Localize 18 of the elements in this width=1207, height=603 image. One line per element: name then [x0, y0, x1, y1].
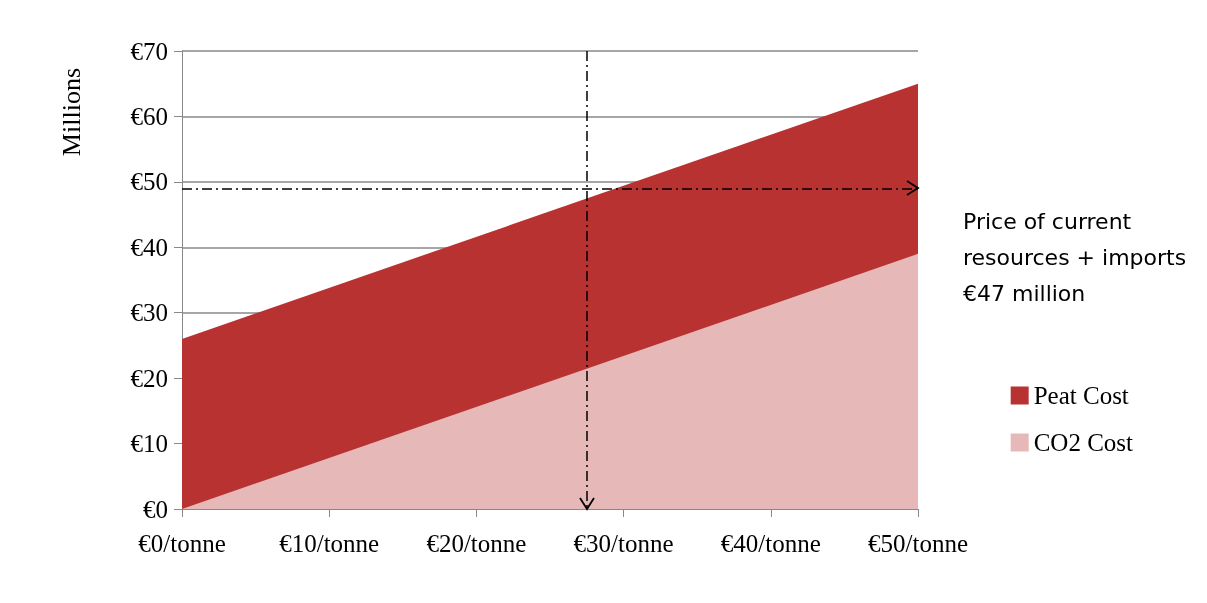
- y-tick-label: €50: [130, 168, 168, 196]
- y-axis-title: Millions: [56, 67, 86, 157]
- y-tick-label: €10: [130, 430, 168, 458]
- x-tick-label: €0/tonne: [138, 530, 226, 557]
- y-tick-label: €70: [130, 37, 168, 65]
- x-tick-label: €40/tonne: [720, 530, 821, 557]
- y-tick-label: €30: [130, 299, 168, 327]
- y-tick-label: €20: [130, 364, 168, 392]
- y-tick-label: €0: [143, 495, 168, 523]
- text: Price of current resources + imports €47 million: [963, 208, 1194, 306]
- x-tick-label: €30/tonne: [573, 530, 674, 557]
- legend-label: Peat Cost: [1033, 382, 1129, 409]
- x-tick-label: €10/tonne: [279, 530, 380, 557]
- x-tick-label: €50/tonne: [868, 530, 968, 557]
- y-tick-label: €40: [130, 233, 168, 261]
- y-tick-label: €60: [130, 102, 168, 130]
- legend-label: CO2 Cost: [1033, 429, 1134, 456]
- x-tick-label: €20/tonne: [426, 530, 527, 557]
